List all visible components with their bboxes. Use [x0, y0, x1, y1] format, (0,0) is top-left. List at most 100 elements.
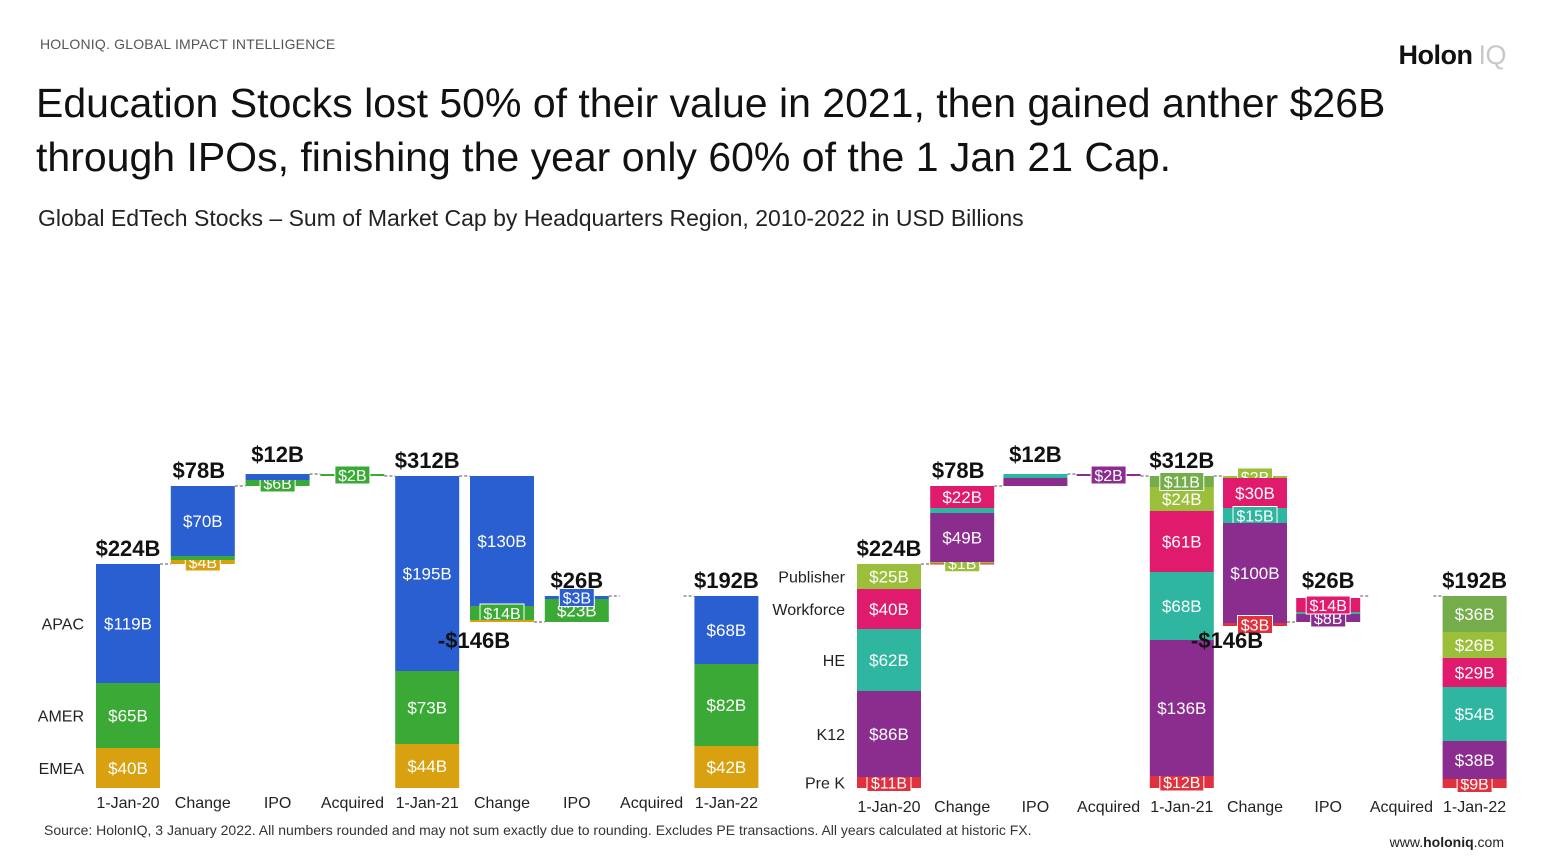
bar-segment [857, 629, 921, 691]
segment-label: $49B [942, 529, 982, 548]
bar-segment [1003, 478, 1068, 486]
total-label: -$146B [438, 628, 510, 653]
total-label: $192B [694, 568, 759, 593]
bar-segment [930, 508, 995, 513]
total-label: $224B [857, 536, 922, 561]
logo-suffix: IQ [1478, 40, 1506, 70]
category-label: IPO [1022, 799, 1050, 816]
url-suffix: .com [1473, 834, 1504, 850]
segment-label: $2B [1094, 468, 1122, 485]
segment-label: $82B [707, 696, 747, 715]
category-label: 1-Jan-21 [396, 795, 459, 812]
segment-label: $11B [871, 776, 907, 793]
segment-label: $68B [707, 621, 747, 640]
series-label: APAC [42, 617, 84, 634]
website-link[interactable]: www.holoniq.com [1390, 834, 1504, 850]
series-label: Publisher [778, 570, 845, 587]
segment-label: $14B [483, 606, 520, 623]
bar-segment [470, 476, 534, 606]
category-label: IPO [264, 795, 292, 812]
bar-segment [1442, 596, 1507, 632]
category-label: Change [1227, 799, 1283, 816]
segment-label-box [334, 465, 371, 485]
series-label: EMEA [39, 761, 85, 778]
segment-label: $3B [1241, 618, 1269, 635]
bar-segment [1003, 474, 1068, 478]
segment-label: $36B [1455, 605, 1495, 624]
category-label: 1-Jan-20 [857, 799, 920, 816]
segment-label: $100B [1230, 564, 1279, 583]
segment-label: $42B [707, 758, 747, 777]
bar-segment [857, 589, 921, 629]
bar-segment [1442, 632, 1507, 658]
segment-label-box [1090, 465, 1127, 485]
segment-label-box [1237, 615, 1273, 634]
segment-label: $130B [477, 532, 526, 551]
segment-label: $8B [1314, 611, 1342, 628]
bar-segment [245, 474, 310, 480]
segment-label: $195B [403, 565, 452, 584]
category-label: Change [934, 799, 990, 816]
total-label: -$146B [1191, 628, 1263, 653]
bar-segment [170, 556, 235, 560]
total-label: $78B [173, 458, 226, 483]
bar-segment [857, 564, 921, 589]
logo-main: Holon [1398, 40, 1473, 70]
bar-segment [1442, 741, 1507, 779]
segment-label: $26B [1455, 636, 1495, 655]
segment-label: $12B [1163, 775, 1200, 792]
category-label: IPO [563, 795, 591, 812]
source-note: Source: HolonIQ, 3 January 2022. All num… [44, 822, 1032, 838]
bar-segment [1149, 511, 1214, 572]
series-label: AMER [38, 709, 84, 726]
series-label: Pre K [805, 776, 845, 793]
category-label: 1-Jan-20 [96, 795, 159, 812]
segment-label: $54B [1455, 705, 1495, 724]
chart-subtitle: Global EdTech Stocks – Sum of Market Cap… [38, 205, 1024, 231]
bar-segment [96, 564, 160, 683]
bar-segment [96, 748, 160, 788]
segment-label: $3B [563, 591, 591, 608]
segment-label: $24B [1162, 490, 1202, 509]
total-label: $312B [395, 448, 460, 473]
bar-segment [1442, 687, 1507, 741]
url-bold: holoniq [1423, 834, 1474, 850]
segment-label: $25B [869, 568, 909, 587]
header-tag: HOLONIQ. GLOBAL IMPACT INTELLIGENCE [40, 36, 336, 52]
bar-segment [694, 664, 759, 746]
bar-segment [395, 476, 460, 671]
bar-segment [857, 691, 921, 777]
total-label: $312B [1149, 448, 1214, 473]
bar-segment [395, 671, 460, 744]
bar-segment [930, 486, 995, 508]
bar-segment [1223, 523, 1287, 623]
category-label: Acquired [620, 795, 683, 812]
bar-segment [694, 746, 759, 788]
segment-label: $15B [1236, 509, 1273, 526]
segment-label: $61B [1162, 533, 1202, 552]
total-label: $224B [96, 536, 161, 561]
segment-label: $38B [1455, 751, 1495, 770]
segment-label: $62B [869, 651, 909, 670]
segment-label: $68B [1162, 597, 1202, 616]
total-label: $26B [1302, 568, 1355, 593]
total-label: $192B [1442, 568, 1507, 593]
total-label: $12B [1009, 442, 1062, 467]
bar-segment [1149, 572, 1214, 640]
bar-segment [96, 683, 160, 748]
category-label: 1-Jan-22 [695, 795, 758, 812]
total-label: $78B [932, 458, 985, 483]
segment-label: $70B [183, 512, 223, 531]
bar-segment [930, 513, 995, 562]
segment-label: $65B [108, 707, 148, 726]
url-prefix: www. [1389, 834, 1424, 850]
total-label: $12B [251, 442, 304, 467]
segment-label: $22B [942, 488, 982, 507]
segment-label: $40B [869, 600, 909, 619]
category-label: Acquired [321, 795, 384, 812]
bar-segment [694, 596, 759, 664]
segment-label: $40B [108, 759, 148, 778]
segment-label-box [558, 588, 595, 607]
segment-label: $136B [1157, 699, 1206, 718]
